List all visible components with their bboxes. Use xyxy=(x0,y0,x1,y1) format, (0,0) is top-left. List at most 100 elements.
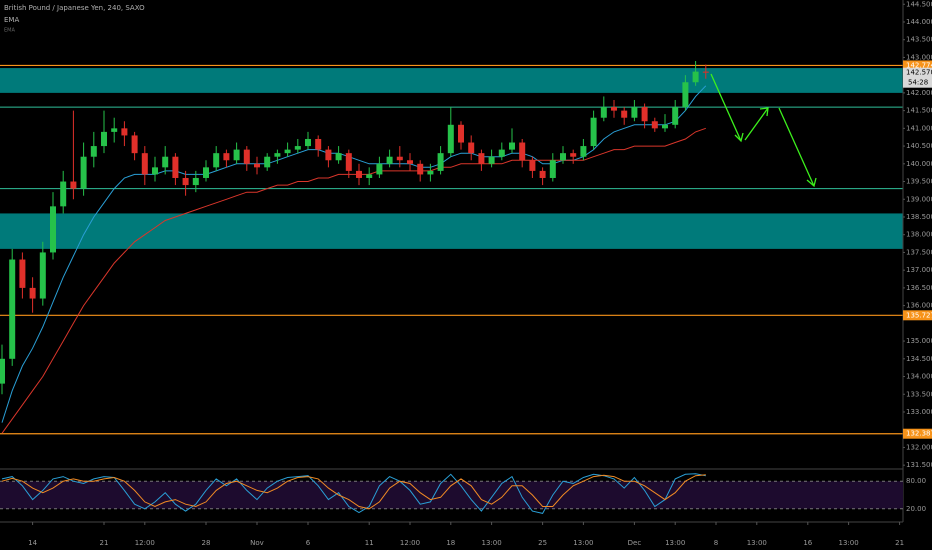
candle-body xyxy=(111,128,118,132)
x-tick-label: 6 xyxy=(306,539,311,547)
candle-body xyxy=(386,156,393,164)
candle-body xyxy=(682,82,689,108)
candle-body xyxy=(509,142,515,150)
candle-body xyxy=(101,131,107,147)
candle-body xyxy=(192,177,199,186)
y-tick-label: 141.500 xyxy=(906,107,932,115)
candle-body xyxy=(366,174,373,178)
candle-body xyxy=(284,149,291,154)
candle-body xyxy=(335,153,342,161)
oscillator-line xyxy=(1,474,706,510)
candle-body xyxy=(213,153,220,168)
candle-body xyxy=(315,138,322,150)
candle-body xyxy=(396,156,403,161)
x-tick-label: 11 xyxy=(365,539,374,547)
y-tick-label: 143.000 xyxy=(906,53,932,61)
candle-body xyxy=(264,156,271,168)
arrow xyxy=(744,107,769,141)
level-label-box xyxy=(903,428,932,439)
candle-body xyxy=(29,287,36,299)
ema-line xyxy=(1,85,707,423)
x-tick-label: 13:00 xyxy=(573,539,593,547)
y-tick-label: 139.000 xyxy=(906,195,932,203)
arrow xyxy=(710,73,742,142)
y-tick-label: 135.000 xyxy=(906,337,932,345)
y-tick-label: 137.500 xyxy=(906,248,932,256)
y-tick-label: 140.000 xyxy=(906,160,932,168)
candle-body xyxy=(131,135,138,154)
candle-body xyxy=(70,181,77,189)
y-tick-label: 144.000 xyxy=(906,18,932,26)
arrowhead xyxy=(759,107,769,117)
y-tick-label: 133.500 xyxy=(906,390,932,398)
candle-body xyxy=(570,153,577,157)
last-price-label: 142.570 xyxy=(906,69,932,77)
arrowhead xyxy=(806,177,817,188)
oscillator-tick-label: 20.00 xyxy=(906,505,926,513)
candle-body xyxy=(356,170,362,178)
candle-body xyxy=(580,146,587,157)
candle-body xyxy=(498,149,505,157)
y-tick-label: 143.500 xyxy=(906,36,932,44)
candle-body xyxy=(437,153,444,171)
candle-body xyxy=(182,177,189,186)
x-tick-label: 21 xyxy=(895,539,904,547)
ema-line xyxy=(1,127,706,434)
candle-body xyxy=(621,110,628,118)
candle-body xyxy=(611,107,617,111)
candle-body xyxy=(376,163,383,175)
arrowhead xyxy=(734,132,744,143)
y-tick-label: 131.500 xyxy=(906,461,932,469)
arrow xyxy=(778,107,815,187)
x-tick-label: 13:00 xyxy=(665,539,685,547)
y-tick-label: 132.000 xyxy=(906,443,932,451)
x-tick-label: 28 xyxy=(202,539,211,547)
chart-title: British Pound / Japanese Yen, 240, SAXO xyxy=(4,4,145,12)
candle-body xyxy=(294,146,301,150)
y-tick-label: 137.000 xyxy=(906,266,932,274)
candle-body xyxy=(305,138,311,147)
level-label: 132.387 xyxy=(906,430,932,438)
candle-body xyxy=(529,160,536,171)
candle-body xyxy=(458,124,464,143)
x-tick-label: 14 xyxy=(28,539,37,547)
y-tick-label: 144.500 xyxy=(906,0,932,8)
level-label-box xyxy=(903,60,932,71)
y-tick-label: 141.000 xyxy=(906,124,932,132)
x-tick-label: 18 xyxy=(446,539,455,547)
y-tick-label: 138.000 xyxy=(906,231,932,239)
y-tick-label: 140.500 xyxy=(906,142,932,150)
candle-body xyxy=(590,117,597,147)
candle-body xyxy=(162,156,169,168)
candle-body xyxy=(50,206,56,253)
candle-body xyxy=(417,163,424,175)
y-tick-label: 138.500 xyxy=(906,213,932,221)
candle-body xyxy=(203,167,209,178)
candle-body xyxy=(662,124,668,129)
forecast-arrows xyxy=(710,73,817,188)
x-tick-label: 12:00 xyxy=(135,539,155,547)
indicator-label: EMA xyxy=(4,16,19,24)
y-tick-label: 139.500 xyxy=(906,178,932,186)
x-tick-label: 16 xyxy=(803,539,812,547)
level-label: 135.727 xyxy=(906,311,932,319)
level-label: 142.774 xyxy=(906,61,932,69)
x-tick-label: 13:00 xyxy=(482,539,502,547)
candle-body xyxy=(549,160,556,178)
candle-body xyxy=(9,259,16,359)
x-tick-label: Nov xyxy=(250,539,264,547)
candle-body xyxy=(223,153,230,161)
x-tick-label: 12:00 xyxy=(400,539,420,547)
candle-body xyxy=(121,128,128,136)
candle-body xyxy=(254,163,260,168)
y-tick-label: 142.000 xyxy=(906,89,932,97)
candle-body xyxy=(447,124,454,154)
candle-body xyxy=(80,156,87,189)
zone xyxy=(0,213,903,249)
candle-body xyxy=(641,107,648,122)
oscillator-line xyxy=(1,473,706,514)
candle-body xyxy=(172,156,179,178)
candle-body xyxy=(519,142,526,161)
candle-body xyxy=(488,156,495,164)
